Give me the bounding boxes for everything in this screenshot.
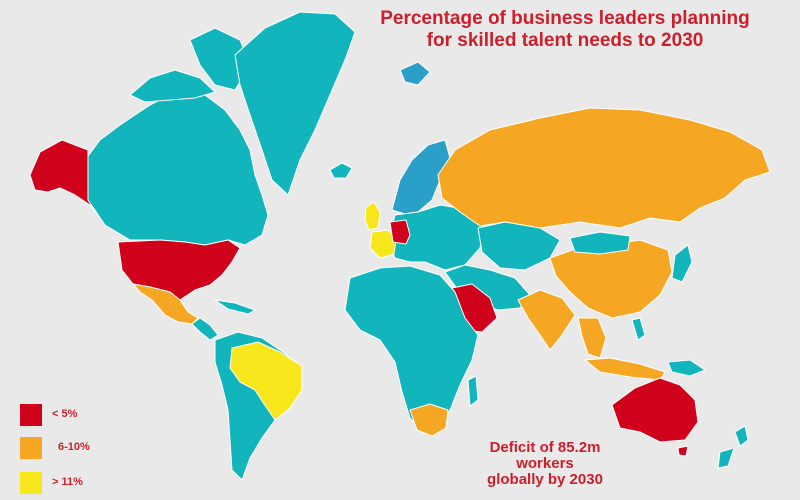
region-russia bbox=[437, 107, 771, 229]
legend-swatch-red bbox=[20, 404, 42, 426]
region-south-africa bbox=[409, 403, 449, 437]
deficit-annotation: Deficit of 85.2m workers globally by 203… bbox=[470, 440, 620, 488]
region-africa bbox=[344, 265, 479, 435]
region-svalbard bbox=[399, 61, 431, 86]
region-india bbox=[517, 289, 576, 351]
region-central-asia bbox=[477, 221, 561, 271]
region-greenland bbox=[234, 11, 356, 196]
legend-swatch-orange bbox=[20, 437, 42, 459]
title-line-2: for skilled talent needs to 2030 bbox=[426, 30, 704, 51]
region-madagascar bbox=[467, 375, 479, 407]
legend-swatch-yellow bbox=[20, 472, 42, 494]
region-arctic-islands bbox=[129, 69, 216, 103]
region-southeast-asia bbox=[577, 317, 607, 359]
region-new-zealand-south bbox=[717, 447, 735, 469]
region-philippines bbox=[631, 317, 646, 341]
region-brazil bbox=[229, 341, 303, 421]
region-new-zealand bbox=[734, 425, 749, 447]
region-united-kingdom bbox=[364, 201, 381, 231]
legend-label-below-5: < 5% bbox=[52, 408, 78, 420]
title-line-1: Percentage of business leaders planning bbox=[380, 8, 750, 29]
region-united-states bbox=[117, 239, 241, 301]
map-title: Percentage of business leaders planning … bbox=[330, 8, 800, 52]
region-france bbox=[369, 229, 397, 259]
deficit-line-3: globally by 2030 bbox=[487, 471, 603, 488]
region-alaska bbox=[29, 139, 99, 216]
region-new-guinea bbox=[667, 359, 706, 377]
deficit-line-2: workers bbox=[516, 455, 574, 472]
region-germany bbox=[389, 219, 411, 245]
region-mexico bbox=[132, 283, 199, 325]
legend-label-above-11: > 11% bbox=[52, 476, 83, 488]
region-mongolia bbox=[569, 231, 631, 255]
region-indonesia bbox=[584, 357, 666, 381]
deficit-line-1: Deficit of 85.2m bbox=[489, 439, 601, 456]
region-tasmania bbox=[677, 445, 689, 457]
region-japan bbox=[671, 244, 693, 283]
region-canada bbox=[84, 91, 269, 246]
region-australia bbox=[611, 377, 699, 443]
region-central-america bbox=[191, 317, 219, 341]
legend-label-6-10: 6-10% bbox=[58, 441, 90, 453]
region-caribbean bbox=[214, 299, 256, 315]
region-iceland bbox=[329, 162, 353, 179]
